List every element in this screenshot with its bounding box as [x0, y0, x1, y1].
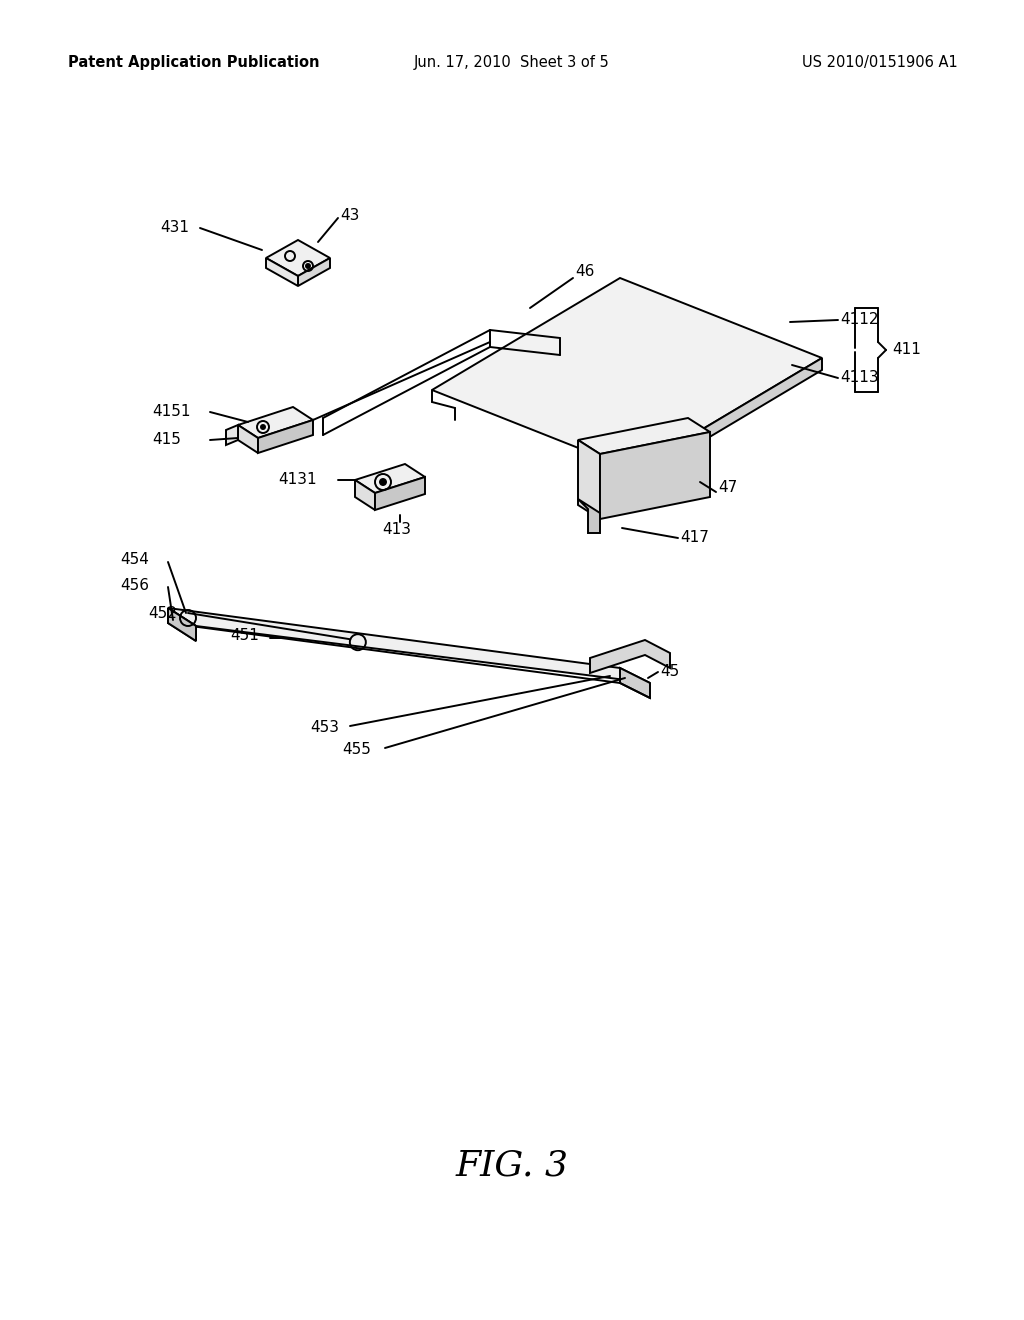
Polygon shape — [168, 609, 196, 642]
Text: 43: 43 — [340, 207, 359, 223]
Polygon shape — [578, 440, 600, 519]
Polygon shape — [634, 358, 822, 482]
Polygon shape — [298, 257, 330, 286]
Polygon shape — [238, 425, 258, 453]
Text: 451: 451 — [230, 628, 259, 644]
Text: 411: 411 — [892, 342, 921, 358]
Polygon shape — [432, 279, 822, 470]
Polygon shape — [266, 240, 330, 276]
Text: 4113: 4113 — [840, 371, 879, 385]
Text: 456: 456 — [120, 578, 150, 593]
Text: 453: 453 — [310, 721, 339, 735]
Polygon shape — [620, 668, 650, 698]
Text: US 2010/0151906 A1: US 2010/0151906 A1 — [802, 54, 958, 70]
Circle shape — [261, 425, 265, 429]
Polygon shape — [578, 499, 600, 533]
Text: 413: 413 — [382, 523, 411, 537]
Text: Patent Application Publication: Patent Application Publication — [68, 54, 319, 70]
Polygon shape — [258, 420, 313, 453]
Text: 47: 47 — [718, 480, 737, 495]
Text: 452: 452 — [148, 606, 177, 620]
Polygon shape — [355, 480, 375, 510]
Polygon shape — [238, 407, 313, 438]
Polygon shape — [168, 609, 650, 682]
Circle shape — [380, 479, 386, 484]
Polygon shape — [355, 465, 425, 492]
Text: 417: 417 — [680, 531, 709, 545]
Polygon shape — [226, 425, 238, 445]
Text: FIG. 3: FIG. 3 — [456, 1148, 568, 1181]
Text: 46: 46 — [575, 264, 594, 280]
Polygon shape — [168, 609, 196, 642]
Polygon shape — [590, 640, 670, 673]
Text: 4151: 4151 — [152, 404, 190, 420]
Text: 415: 415 — [152, 433, 181, 447]
Text: 4131: 4131 — [278, 473, 316, 487]
Text: 45: 45 — [660, 664, 679, 680]
Text: 455: 455 — [342, 742, 371, 758]
Polygon shape — [600, 432, 710, 519]
Polygon shape — [375, 477, 425, 510]
Text: 454: 454 — [120, 553, 148, 568]
Polygon shape — [578, 418, 710, 454]
Text: 4112: 4112 — [840, 313, 879, 327]
Text: 431: 431 — [160, 220, 189, 235]
Text: Jun. 17, 2010  Sheet 3 of 5: Jun. 17, 2010 Sheet 3 of 5 — [414, 54, 610, 70]
Circle shape — [306, 264, 310, 268]
Polygon shape — [266, 257, 298, 286]
